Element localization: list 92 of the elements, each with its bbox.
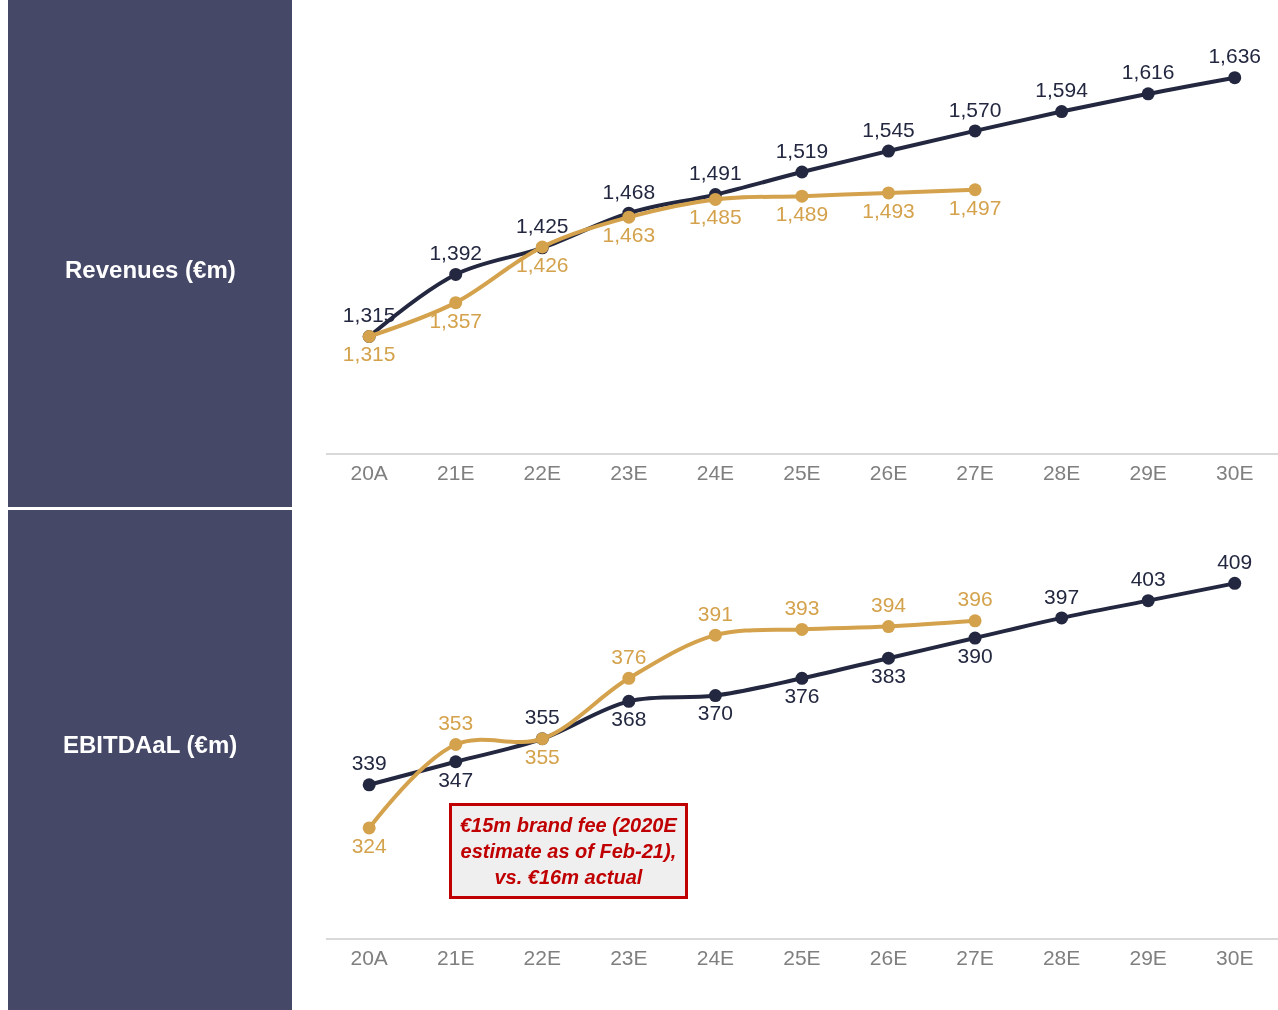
x-tick-label: 26E [869,461,908,485]
data-label: 324 [351,833,387,857]
data-label: 1,485 [689,205,742,229]
x-tick-label: 27E [956,946,994,970]
data-label: 390 [957,643,993,667]
data-label: 391 [697,601,733,625]
point [622,671,636,685]
point [449,296,463,310]
data-label: 1,425 [516,214,569,238]
point [795,622,809,636]
data-label: 368 [611,707,647,731]
data-label: 393 [784,596,820,620]
x-tick-label: 21E [437,946,475,970]
point [362,778,376,792]
x-tick-label: 27E [956,461,994,485]
x-tick-label: 26E [869,946,908,970]
data-label: 397 [1044,584,1080,608]
data-label: 1,392 [429,241,482,265]
x-tick-label: 28E [1042,946,1081,970]
point [1141,594,1155,608]
x-tick-label: 23E [610,461,648,485]
data-label: 376 [784,684,820,708]
data-label: 1,636 [1208,44,1261,68]
point [795,189,809,203]
data-label: 383 [870,664,907,688]
data-label: 1,489 [775,202,829,226]
point [882,186,895,200]
x-tick-label: 22E [523,461,561,485]
x-tick-label: 25E [783,946,821,970]
point [882,144,895,158]
data-label: 370 [697,701,733,725]
annotation: €15m brand fee (2020E estimate as of Feb-21), vs. €16m actual [460,814,678,888]
point [449,267,463,281]
x-tick-label: 22E [523,946,561,970]
x-tick-label: 28E [1042,461,1081,485]
point [1141,87,1155,101]
data-label: 339 [351,751,387,775]
data-label: 355 [524,705,560,729]
point [708,628,722,642]
x-tick-label: 25E [783,461,821,485]
point [968,183,982,197]
point [968,124,982,138]
data-label: 394 [870,593,907,617]
point [449,738,463,751]
data-label: 1,357 [429,308,482,332]
point [795,671,809,685]
x-tick-label: 29E [1129,461,1167,485]
point [882,620,895,634]
data-label: 355 [524,744,560,768]
point [362,821,376,835]
data-label: 1,491 [689,161,742,185]
x-tick-label: 23E [610,946,648,970]
data-label: 1,493 [862,198,915,222]
data-label: 1,315 [342,342,396,366]
data-label: 1,463 [602,223,656,247]
x-tick-label: 24E [696,946,735,970]
data-label: 403 [1130,567,1166,591]
point [968,614,982,628]
data-label: 396 [957,587,993,611]
y-axis-title: Revenues (€m) [65,256,236,283]
point [795,165,809,179]
x-tick-label: 24E [696,461,735,485]
point [882,651,895,665]
data-label: 1,570 [948,97,1002,121]
y-axis-title: EBITDAaL (€m) [63,731,238,758]
point [708,192,722,206]
data-label: 1,497 [948,195,1002,219]
point [449,755,463,769]
point [1228,71,1242,85]
point [1055,105,1069,119]
point [622,694,636,708]
point [1228,576,1242,590]
x-tick-label: 21E [437,461,475,485]
point [622,210,636,224]
data-label: 1,468 [602,179,656,203]
x-tick-label: 20A [350,946,388,970]
x-tick-label: 29E [1129,946,1167,970]
data-label: 376 [611,644,647,668]
data-label: 347 [438,767,474,791]
x-tick-label: 30E [1216,461,1254,485]
data-label: 353 [438,711,474,735]
data-label: 409 [1217,549,1253,573]
data-label: 1,594 [1035,78,1089,102]
x-tick-label: 30E [1216,946,1254,970]
point [1055,611,1069,625]
data-label: 1,545 [862,117,915,141]
point [708,689,722,703]
point [968,631,982,645]
x-tick-label: 20A [350,461,388,485]
data-label: 1,616 [1121,60,1175,84]
data-label: 1,426 [516,252,569,276]
data-label: 1,519 [775,138,829,162]
